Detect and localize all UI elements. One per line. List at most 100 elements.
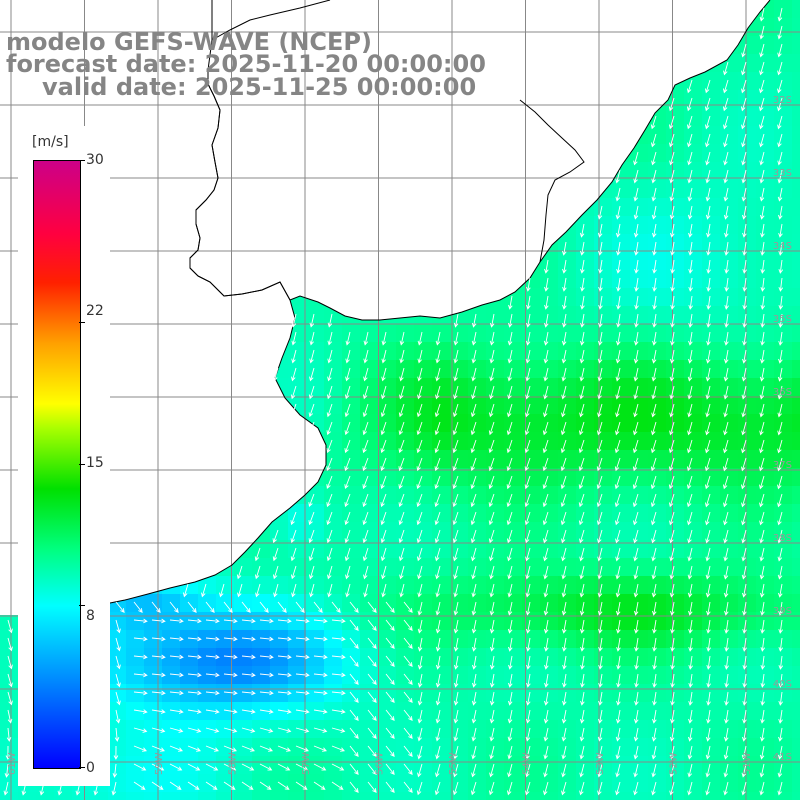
wind-arrow (669, 745, 675, 760)
wind-cell (108, 702, 126, 720)
wind-arrow (724, 295, 729, 310)
wind-arrow (223, 763, 237, 771)
wind-arrow (544, 295, 549, 310)
wind-arrow (704, 115, 711, 130)
wind-cell (558, 306, 576, 324)
wind-cell (414, 468, 432, 486)
wind-arrow (205, 672, 220, 678)
wind-cell (774, 504, 792, 522)
wind-arrow (670, 691, 675, 706)
wind-arrow (759, 763, 765, 778)
wind-cell (324, 522, 342, 540)
wind-arrow (723, 205, 729, 220)
wind-arrow (507, 763, 513, 778)
wind-cell (324, 738, 342, 756)
wind-cell (414, 432, 432, 450)
wind-cell (414, 486, 432, 504)
wind-cell (306, 540, 324, 558)
wind-arrow (507, 403, 513, 418)
wind-arrow (543, 547, 549, 562)
wind-cell (414, 540, 432, 558)
wind-cell (270, 522, 288, 540)
wind-arrow (309, 349, 315, 364)
wind-cell (288, 702, 306, 720)
wind-cell (504, 774, 522, 792)
wind-arrow (543, 691, 549, 706)
lon-label: 61W (7, 752, 18, 775)
wind-arrow (633, 601, 639, 616)
wind-cell (216, 648, 234, 666)
wind-cell (108, 756, 126, 774)
wind-arrow (723, 349, 729, 364)
wind-cell (522, 360, 540, 378)
wind-cell (612, 216, 630, 234)
wind-arrow (543, 709, 549, 724)
wind-cell (792, 648, 800, 666)
wind-cell (576, 540, 594, 558)
wind-cell (756, 774, 774, 792)
wind-arrow (650, 133, 657, 148)
wind-cell (558, 540, 576, 558)
wind-cell (702, 666, 720, 684)
wind-arrow (668, 439, 675, 454)
wind-cell (576, 558, 594, 576)
wind-arrow (471, 763, 477, 778)
wind-cell (720, 792, 738, 800)
wind-arrow (3, 781, 9, 796)
wind-cell (702, 432, 720, 450)
wind-cell (738, 594, 756, 612)
wind-arrow (724, 313, 729, 328)
wind-arrow (385, 619, 395, 631)
wind-cell (720, 360, 738, 378)
wind-arrow (670, 313, 675, 328)
wind-arrow (759, 7, 765, 22)
wind-cell (630, 540, 648, 558)
wind-arrow (417, 727, 423, 742)
wind-arrow (598, 673, 603, 688)
wind-cell (540, 396, 558, 414)
wind-cell (324, 630, 342, 648)
wind-arrow (669, 565, 675, 580)
wind-cell (720, 162, 738, 180)
wind-cell (324, 702, 342, 720)
wind-arrow (151, 636, 166, 642)
wind-arrow (759, 169, 765, 184)
wind-arrow (308, 385, 315, 400)
wind-cell (378, 522, 396, 540)
wind-arrow (723, 493, 729, 508)
wind-cell (360, 342, 378, 360)
wind-cell (702, 378, 720, 396)
wind-cell (630, 648, 648, 666)
wind-cell (414, 756, 432, 774)
wind-arrow (634, 295, 639, 310)
wind-cell (342, 342, 360, 360)
wind-arrow (670, 295, 675, 310)
wind-cell (702, 108, 720, 126)
wind-cell (558, 792, 576, 800)
wind-cell (666, 558, 684, 576)
wind-cell (288, 576, 306, 594)
wind-arrow (380, 457, 387, 472)
wind-arrow (434, 475, 441, 490)
wind-arrow (115, 691, 121, 706)
wind-cell (396, 378, 414, 396)
wind-arrow (453, 727, 459, 742)
wind-cell (648, 180, 666, 198)
wind-cell (198, 648, 216, 666)
wind-arrow (705, 745, 711, 760)
wind-arrow (777, 547, 783, 562)
wind-arrow (651, 421, 657, 436)
wind-cell (540, 504, 558, 522)
wind-cell (576, 306, 594, 324)
wind-arrow (507, 601, 513, 616)
wind-cell (306, 720, 324, 738)
wind-cell (756, 612, 774, 630)
wind-cell (252, 648, 270, 666)
wind-arrow (5, 745, 11, 760)
wind-cell (684, 270, 702, 288)
wind-arrow (759, 583, 765, 598)
wind-arrow (367, 727, 377, 739)
wind-cell (720, 432, 738, 450)
wind-arrow (634, 637, 639, 652)
wind-cell (648, 162, 666, 180)
